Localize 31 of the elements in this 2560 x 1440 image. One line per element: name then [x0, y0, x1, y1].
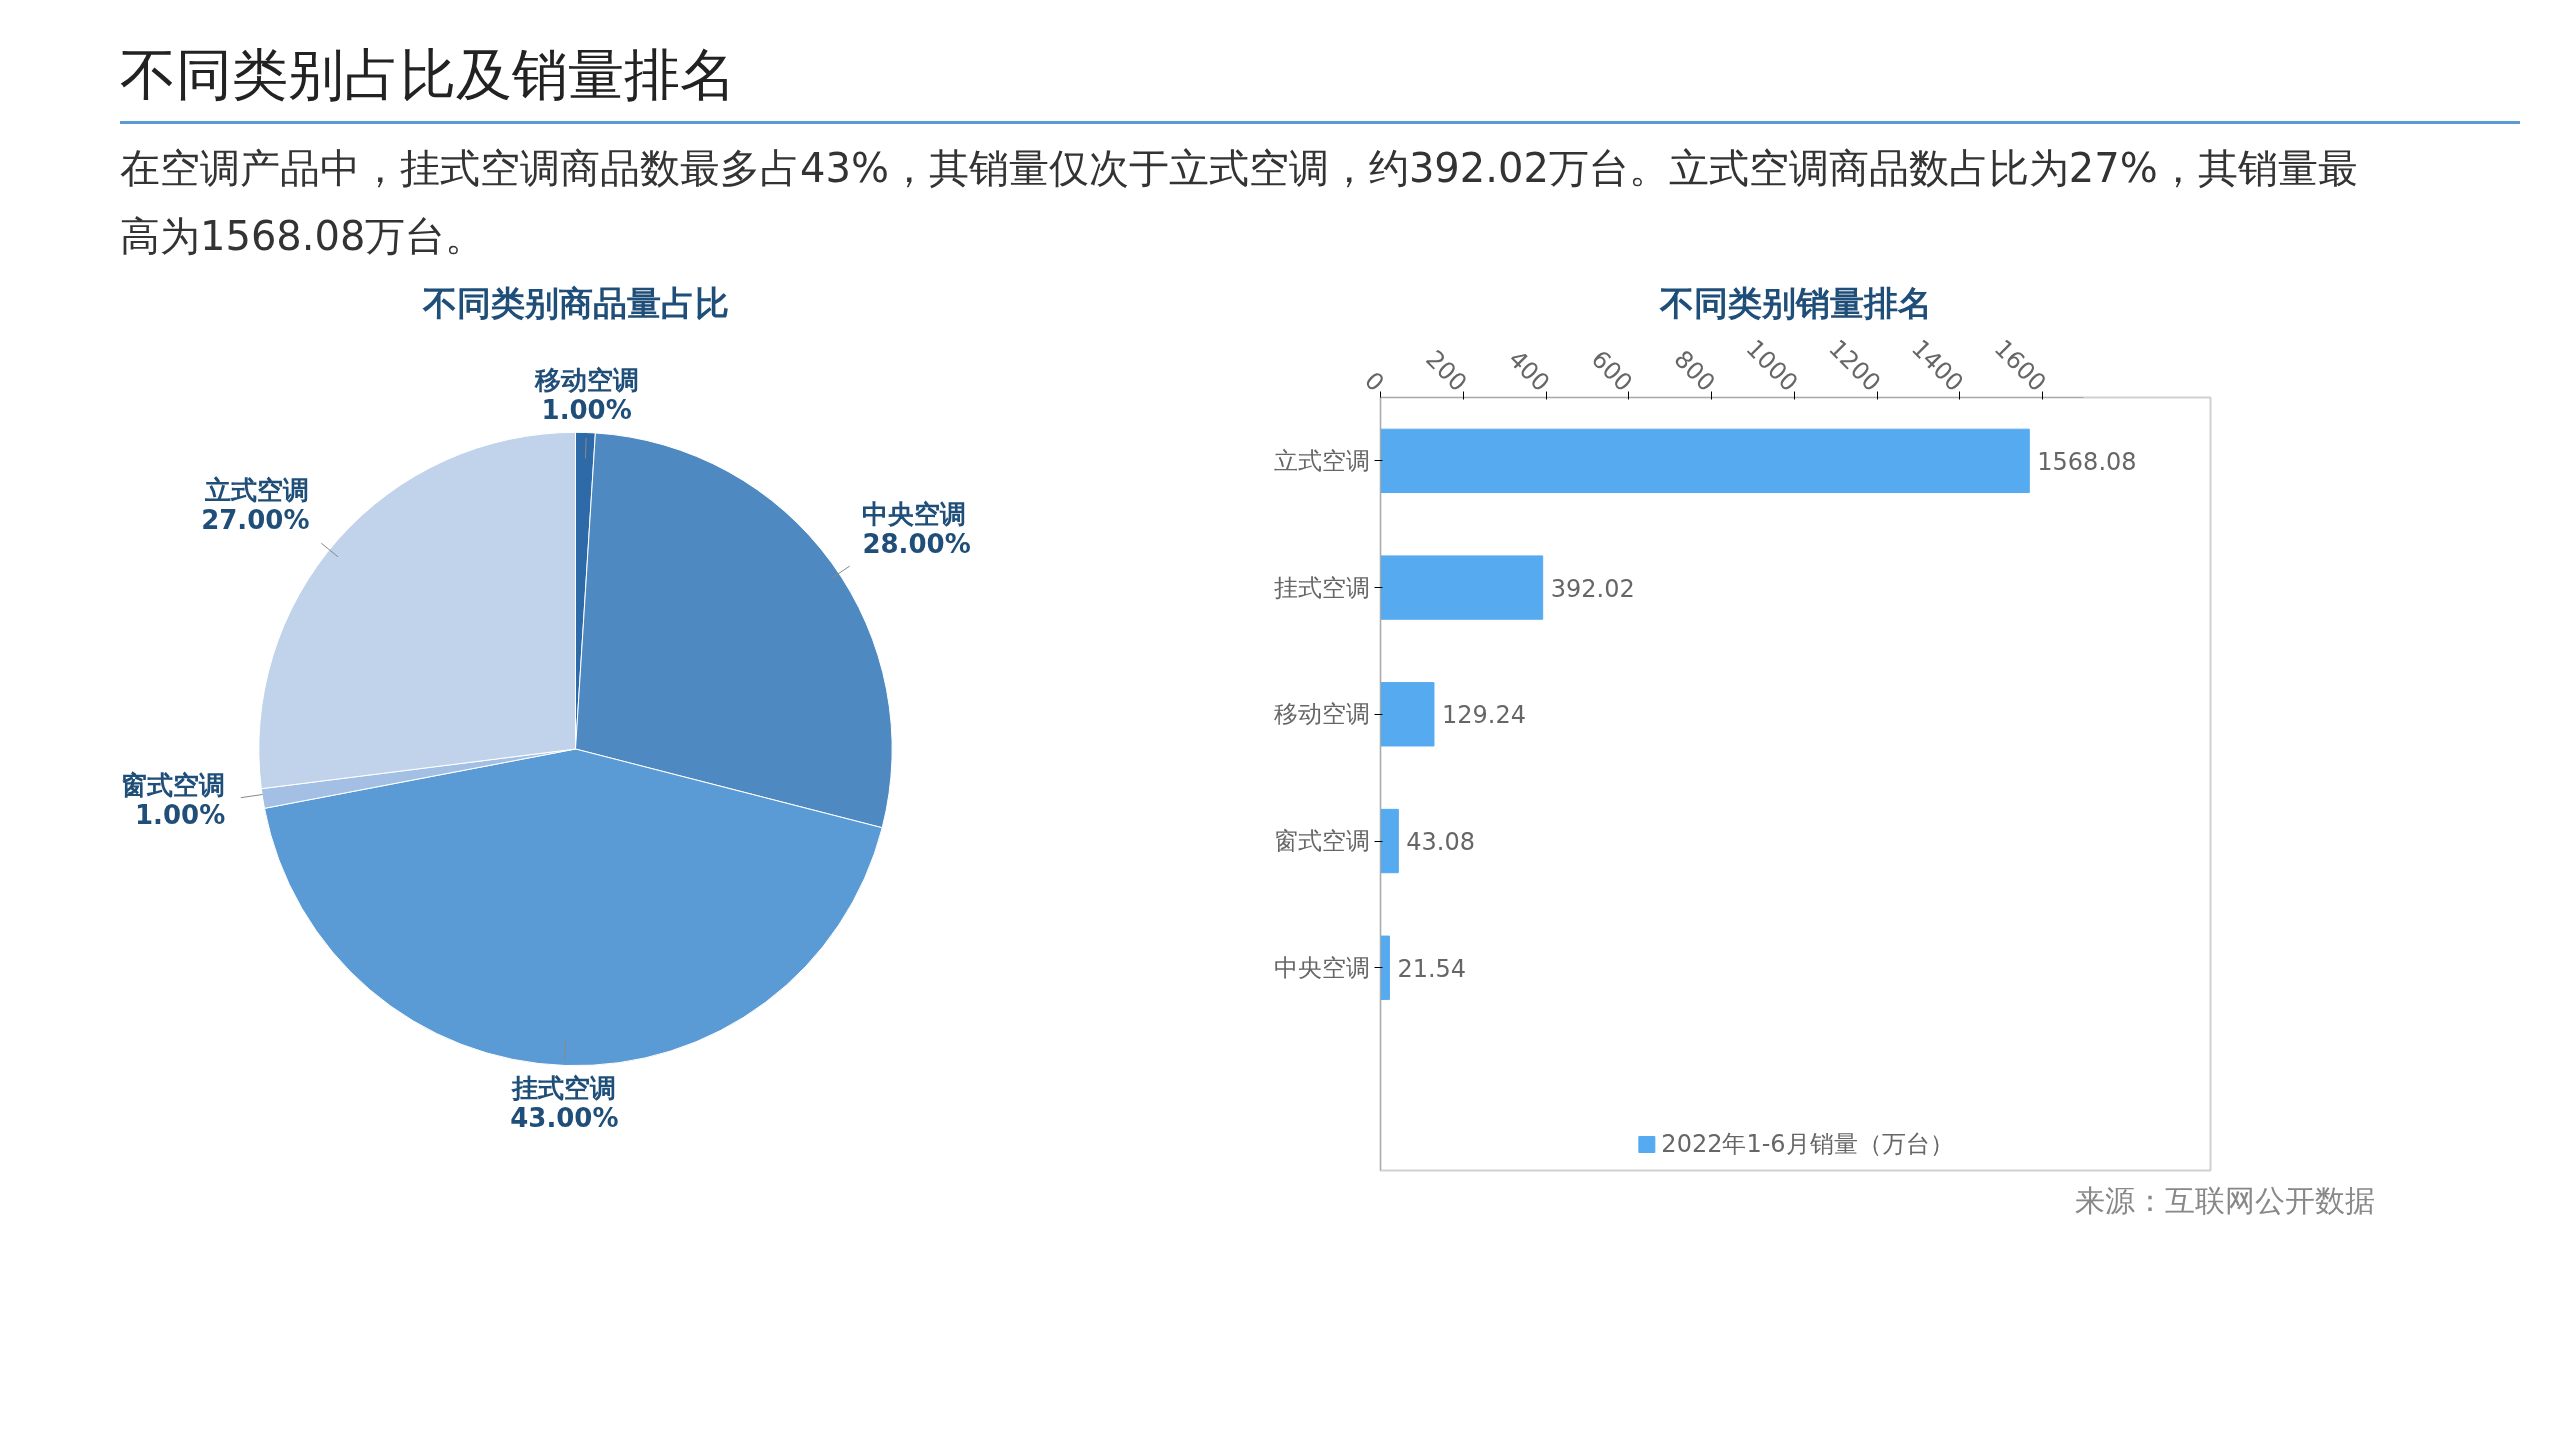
data-label: 27.00%: [201, 504, 310, 535]
x-tick-label: 0: [1359, 366, 1390, 398]
slice-label: 挂式空调: [511, 1073, 617, 1104]
slice-label: 移动空调: [533, 364, 639, 395]
slice-label: 窗式空调: [121, 769, 226, 800]
source-note: 来源：互联网公开数据: [2075, 1182, 2375, 1220]
slice-label: 中央空调: [862, 498, 967, 529]
data-label: 1.00%: [541, 394, 632, 425]
x-tick-label: 400: [1503, 344, 1556, 398]
data-label: 43.08: [1406, 828, 1476, 857]
y-tick-label: 窗式空调: [1273, 827, 1370, 856]
chart-title: 不同类别商品量占比: [421, 282, 729, 323]
data-label: 43.00%: [510, 1103, 619, 1134]
y-tick-label: 立式空调: [1273, 446, 1370, 475]
y-tick-label: 移动空调: [1273, 700, 1370, 729]
y-tick-label: 挂式空调: [1273, 573, 1370, 602]
data-label: 392.02: [1550, 574, 1635, 603]
data-label: 1.00%: [135, 799, 226, 830]
slice-label: 立式空调: [204, 474, 310, 505]
data-label: 129.24: [1441, 701, 1526, 730]
chart-title: 不同类别销量排名: [1658, 282, 1932, 323]
y-tick-label: 中央空调: [1273, 953, 1370, 982]
data-label: 21.54: [1397, 954, 1467, 983]
text: 在空调产品中，挂式空调商品数最多占43%，其销量仅次于立式空调，约392.02万台。立式空调商品数占比为27%，其销量最高为1568.08万台。: [120, 144, 2359, 261]
data-label: 1568.08: [2037, 447, 2137, 476]
data-label: 28.00%: [862, 528, 971, 559]
x-tick-label: 600: [1585, 344, 1638, 398]
x-tick-label: 800: [1668, 344, 1721, 398]
x-tick-label: 200: [1420, 344, 1473, 398]
legend-label: 2022年1-6月销量（万台）: [1661, 1129, 1954, 1160]
text: 不同类别占比及销量排名: [120, 41, 736, 109]
